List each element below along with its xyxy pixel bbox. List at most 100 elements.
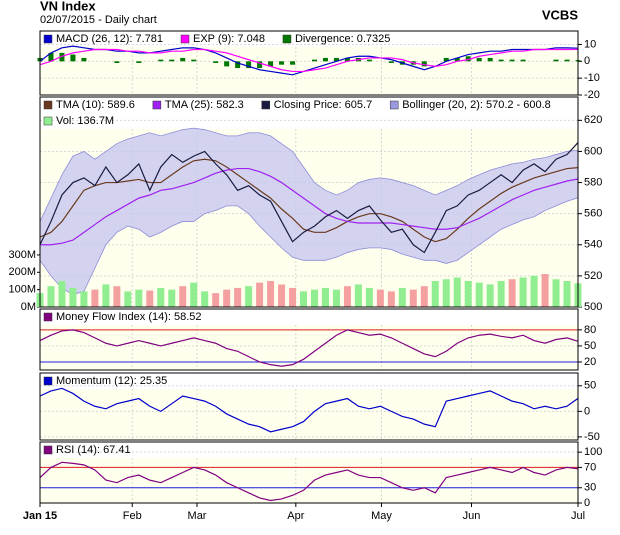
divergence-bar <box>476 57 482 62</box>
y2-tick-label: 0M <box>21 301 36 313</box>
volume-bar <box>321 287 329 307</box>
y-tick-label: -10 <box>584 72 600 84</box>
divergence-bar <box>81 57 87 62</box>
volume-bar <box>245 286 253 307</box>
volume-bar <box>475 282 483 307</box>
legend-label: Bollinger (20, 2): 570.2 - 600.8 <box>402 99 551 111</box>
volume-bar <box>310 289 318 307</box>
divergence-bar <box>564 59 570 62</box>
legend-band <box>40 373 578 389</box>
volume-bar <box>497 280 505 307</box>
volume-bar <box>190 282 198 307</box>
volume-bar <box>354 284 362 307</box>
volume-bar <box>464 280 472 307</box>
legend-band <box>40 97 578 129</box>
legend-swatch <box>43 312 53 322</box>
divergence-bar <box>498 59 504 62</box>
volume-bar <box>552 279 560 307</box>
legend-label: Momentum (12): 25.35 <box>56 375 167 387</box>
divergence-bar <box>443 57 449 62</box>
legend-swatch <box>43 116 53 126</box>
volume-bar <box>234 287 242 307</box>
divergence-bar <box>114 61 120 63</box>
volume-bar <box>332 289 340 307</box>
y2-tick-label: 100M <box>8 284 36 296</box>
divergence-bar <box>136 61 142 63</box>
legend-swatch <box>43 34 53 44</box>
volume-bar <box>256 282 264 307</box>
panel-border <box>39 96 579 308</box>
y-tick-label: 520 <box>584 270 602 282</box>
y-tick-label: -20 <box>584 89 600 101</box>
x-tick-label: Apr <box>287 510 304 522</box>
series-line <box>39 387 579 433</box>
y-tick-label: 560 <box>584 208 602 220</box>
y-tick-label: 30 <box>584 482 596 494</box>
divergence-bar <box>487 57 493 62</box>
divergence-bar <box>344 57 350 62</box>
legend-label: MACD (26, 12): 7.781 <box>56 33 163 45</box>
panel-border <box>39 308 579 371</box>
legend-band <box>40 442 578 458</box>
legend-label: TMA (10): 589.6 <box>56 99 135 111</box>
volume-bar <box>519 277 527 307</box>
divergence-bar <box>268 61 274 67</box>
y-tick-label: 620 <box>584 114 602 126</box>
volume-bar <box>409 289 417 307</box>
divergence-bar <box>224 61 230 67</box>
legend-swatch <box>43 445 53 455</box>
volume-bar <box>431 280 439 307</box>
series-line <box>39 48 579 73</box>
divergence-bar <box>257 61 263 69</box>
legend-label: Vol: 136.7M <box>56 115 114 127</box>
source: VCBS <box>542 7 578 22</box>
x-tick-label: Jan 15 <box>23 510 57 522</box>
volume-bar <box>289 287 297 307</box>
volume-bar <box>69 287 77 307</box>
y-tick-label: 50 <box>584 380 596 392</box>
x-tick-label: Feb <box>123 510 142 522</box>
volume-bar <box>168 289 176 307</box>
divergence-bar <box>311 59 317 62</box>
x-tick-label: Jun <box>463 510 481 522</box>
volume-bar <box>157 287 165 307</box>
legend-label: Closing Price: 605.7 <box>274 99 372 111</box>
y2-tick-label: 300M <box>8 249 36 261</box>
divergence-bar <box>180 57 186 62</box>
divergence-bar <box>235 61 241 69</box>
series-line <box>39 158 579 243</box>
volume-bar <box>365 287 373 307</box>
legend-label: TMA (25): 582.3 <box>165 99 244 111</box>
panel-border <box>39 441 579 504</box>
divergence-bar <box>553 59 559 62</box>
volume-bar <box>113 286 121 307</box>
volume-bar <box>179 286 187 307</box>
divergence-bar <box>520 59 526 62</box>
volume-bar <box>541 274 549 307</box>
volume-bar <box>91 289 99 307</box>
x-tick-label: Mar <box>188 510 207 522</box>
legend-label: Money Flow Index (14): 58.52 <box>56 311 202 323</box>
volume-bar <box>508 279 516 307</box>
y-tick-label: 600 <box>584 145 602 157</box>
volume-bar <box>102 284 110 307</box>
chart-title: VN Index <box>40 0 96 13</box>
legend-swatch <box>43 376 53 386</box>
legend-label: RSI (14): 67.41 <box>56 444 131 456</box>
y-tick-label: -50 <box>584 431 600 443</box>
chart-subtitle: 02/07/2015 - Daily chart <box>40 14 157 26</box>
volume-bar <box>420 286 428 307</box>
divergence-bar <box>70 54 76 62</box>
y-tick-label: 50 <box>584 340 596 352</box>
volume-bar <box>278 284 286 307</box>
volume-bar <box>486 284 494 307</box>
divergence-bar <box>509 59 515 62</box>
divergence-bar <box>59 52 65 62</box>
y-tick-label: 0 <box>584 55 590 67</box>
volume-bar <box>223 289 231 307</box>
x-tick-label: Jul <box>571 510 585 522</box>
divergence-bar <box>388 61 394 63</box>
divergence-bar <box>465 56 471 62</box>
volume-bar <box>563 280 571 307</box>
